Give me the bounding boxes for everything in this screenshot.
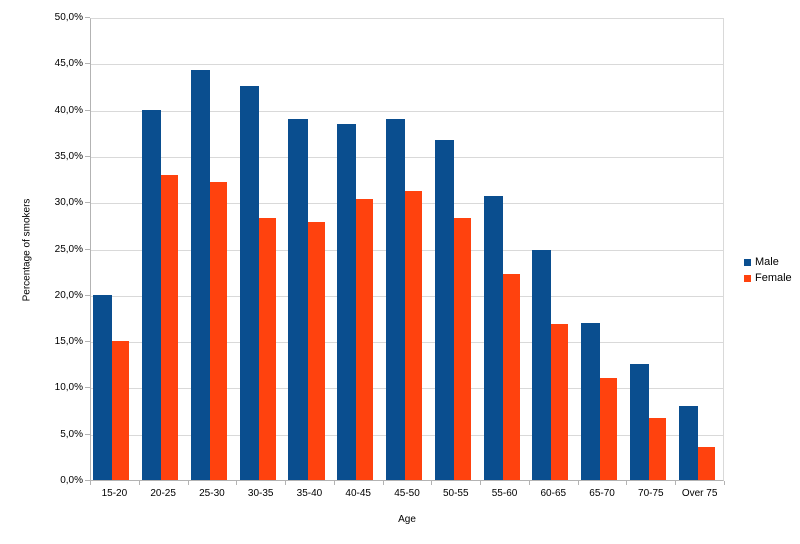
y-tick-mark: [85, 433, 90, 435]
x-tick-label: 25-30: [199, 488, 225, 499]
bar-female-30-35: [258, 217, 276, 480]
legend-swatch-female: [744, 274, 751, 282]
x-tick-label: 60-65: [540, 488, 567, 499]
bar-female-60-65: [551, 324, 569, 480]
x-tick-mark: [480, 481, 482, 485]
x-tick-mark: [236, 481, 238, 485]
bar-male-65-70: [581, 322, 601, 480]
x-tick-mark: [724, 481, 725, 485]
y-tick-label: 30,0%: [54, 197, 83, 209]
x-tick-label: 70-75: [638, 488, 664, 499]
bar-female-15-20: [112, 341, 130, 480]
y-tick-mark: [85, 480, 90, 481]
x-tick-mark: [187, 481, 189, 485]
x-tick-mark: [577, 481, 579, 485]
y-tick-mark: [85, 387, 90, 389]
x-tick-mark: [333, 481, 335, 485]
x-tick-mark: [138, 481, 140, 485]
gridline-40: [91, 110, 723, 112]
bar-male-20-25: [142, 109, 162, 480]
bar-male-60-65: [532, 250, 552, 480]
y-tick-mark: [85, 155, 90, 157]
legend-label-female: Female: [755, 272, 792, 284]
y-tick-label: 40,0%: [54, 104, 83, 116]
bar-female-50-55: [453, 217, 471, 480]
bar-male-35-40: [288, 118, 308, 480]
y-tick-mark: [85, 294, 90, 296]
y-tick-mark: [85, 17, 90, 18]
x-tick-label: 65-70: [589, 488, 615, 499]
bar-male-70-75: [629, 364, 649, 480]
bar-female-45-50: [405, 191, 423, 480]
x-tick-label: 15-20: [101, 488, 128, 499]
y-axis-title: Percentage of smokers: [21, 198, 33, 302]
x-tick-mark: [528, 481, 530, 485]
bar-male-50-55: [434, 140, 454, 480]
y-tick-label: 20,0%: [54, 289, 83, 301]
x-tick-label: 30-35: [247, 488, 274, 499]
legend-swatch-male: [744, 258, 751, 266]
bar-female-25-30: [209, 181, 228, 480]
x-tick-label: 20-25: [150, 488, 176, 499]
legend: Male Female: [744, 256, 792, 288]
x-tick-mark: [382, 481, 384, 485]
gridline-35: [91, 156, 723, 158]
y-tick-label: 25,0%: [54, 243, 83, 255]
x-axis-title: Age: [398, 514, 416, 525]
x-tick-label: 35-40: [296, 488, 323, 499]
y-tick-label: 45,0%: [54, 58, 83, 70]
bar-male-40-45: [337, 124, 357, 480]
x-tick-mark: [90, 481, 91, 485]
x-tick-mark: [675, 481, 677, 485]
y-tick-label: 5,0%: [60, 428, 83, 440]
y-tick-mark: [85, 109, 90, 111]
y-tick-mark: [85, 248, 90, 250]
bar-female-40-45: [356, 199, 374, 480]
bar-male-25-30: [190, 69, 210, 480]
y-tick-mark: [85, 202, 90, 204]
bar-female-20-25: [161, 175, 179, 480]
bar-female-over-75: [697, 446, 715, 480]
bar-male-55-60: [483, 195, 503, 480]
gridline-45: [91, 64, 723, 66]
bar-female-35-40: [307, 221, 325, 480]
x-tick-label: 40-45: [345, 488, 371, 499]
legend-item-female: Female: [744, 272, 792, 284]
bar-female-55-60: [502, 274, 520, 480]
x-tick-label: 55-60: [491, 488, 518, 499]
bar-female-70-75: [648, 417, 666, 480]
plot-area: [90, 18, 724, 481]
y-tick-label: 35,0%: [54, 150, 83, 162]
legend-label-male: Male: [755, 256, 779, 268]
bar-male-45-50: [386, 118, 406, 480]
y-tick-mark: [85, 341, 90, 343]
bar-male-over-75: [678, 405, 698, 480]
x-tick-mark: [626, 481, 628, 485]
y-tick-label: 10,0%: [54, 382, 83, 394]
x-tick-mark: [285, 481, 287, 485]
legend-item-male: Male: [744, 256, 792, 268]
x-tick-label: 50-55: [442, 488, 469, 499]
x-tick-label: Over 75: [681, 488, 718, 499]
x-tick-label: 45-50: [394, 488, 420, 499]
bar-male-30-35: [239, 86, 259, 480]
x-tick-mark: [431, 481, 433, 485]
y-tick-label: 50,0%: [54, 12, 83, 23]
y-tick-label: 15,0%: [54, 336, 83, 348]
bar-female-65-70: [600, 378, 618, 480]
y-tick-label: 0,0%: [60, 475, 83, 486]
bar-male-15-20: [93, 294, 113, 480]
y-tick-mark: [85, 63, 90, 65]
